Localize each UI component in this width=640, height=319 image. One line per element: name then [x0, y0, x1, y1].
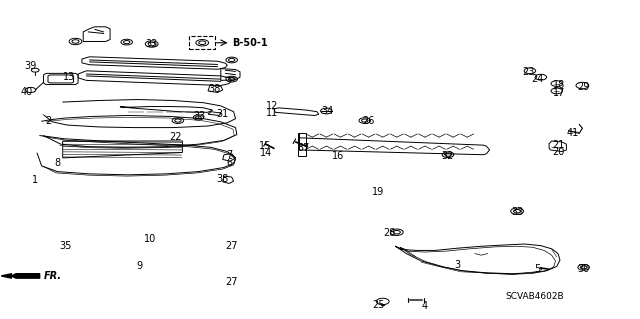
Text: SCVAB4602B: SCVAB4602B	[505, 292, 564, 301]
Text: 33: 33	[145, 39, 158, 49]
Text: 16: 16	[332, 151, 344, 161]
Text: 30: 30	[577, 263, 590, 274]
Text: 10: 10	[144, 234, 157, 244]
Text: 41: 41	[566, 128, 579, 138]
Text: 40: 40	[20, 87, 33, 97]
Text: 22: 22	[170, 131, 182, 142]
Text: 35: 35	[60, 241, 72, 251]
Text: 26: 26	[362, 116, 374, 126]
Text: 24: 24	[531, 74, 544, 84]
Text: 23: 23	[522, 67, 534, 77]
Text: 18: 18	[552, 80, 565, 90]
Text: 38: 38	[216, 174, 229, 184]
Text: 39: 39	[24, 61, 37, 71]
Text: 17: 17	[552, 87, 565, 98]
Text: 37: 37	[298, 143, 310, 153]
Text: 25: 25	[372, 300, 385, 310]
Polygon shape	[1, 274, 12, 278]
Text: 5: 5	[534, 263, 541, 274]
Text: 28: 28	[383, 228, 396, 238]
Text: B-50-1: B-50-1	[232, 38, 268, 48]
Text: 27: 27	[225, 277, 238, 287]
Text: 20: 20	[552, 147, 565, 158]
Text: 19: 19	[371, 187, 384, 197]
Text: 32: 32	[442, 151, 454, 161]
Polygon shape	[12, 274, 40, 278]
Text: 11: 11	[266, 108, 278, 118]
Text: 2: 2	[45, 116, 51, 126]
Text: FR.: FR.	[44, 271, 61, 281]
Text: 21: 21	[552, 140, 565, 150]
Text: 1: 1	[32, 175, 38, 185]
Text: 29: 29	[577, 82, 590, 92]
Text: 33: 33	[511, 207, 524, 217]
Text: 13: 13	[63, 72, 76, 82]
Text: 15: 15	[259, 141, 272, 151]
Text: 4: 4	[421, 300, 428, 311]
Text: 12: 12	[266, 101, 278, 111]
Text: 8: 8	[54, 158, 61, 168]
Text: 7: 7	[226, 150, 232, 160]
Text: 14: 14	[259, 148, 272, 158]
Text: 6: 6	[226, 158, 232, 168]
Text: 27: 27	[225, 241, 238, 251]
Text: 9: 9	[136, 261, 143, 271]
Text: 38: 38	[208, 84, 221, 94]
Text: 33: 33	[193, 111, 206, 122]
Text: 3: 3	[454, 260, 461, 270]
Text: 34: 34	[321, 106, 334, 116]
Text: 31: 31	[216, 109, 229, 119]
